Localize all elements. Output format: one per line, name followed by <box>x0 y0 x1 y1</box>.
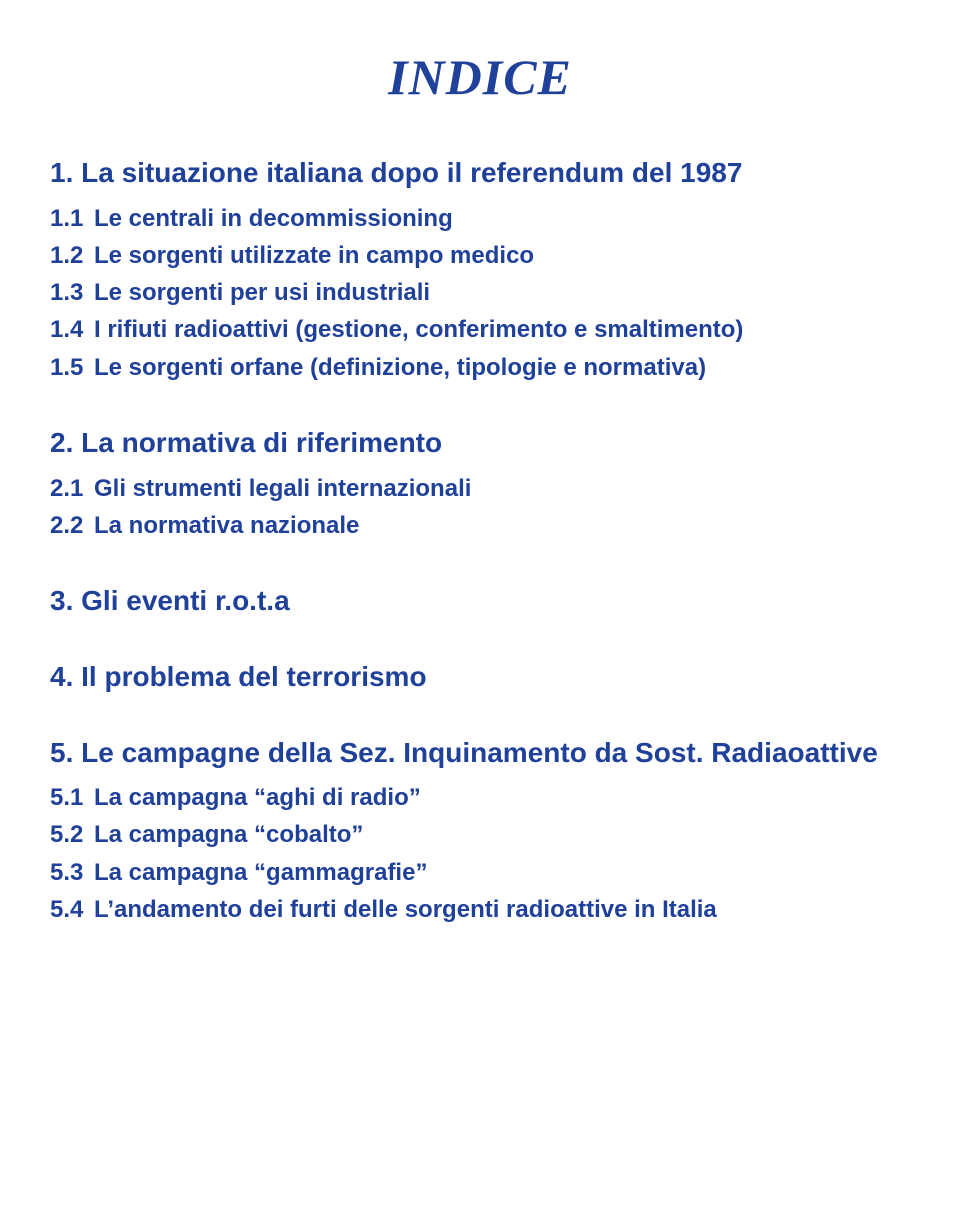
section-1-heading: 1. La situazione italiana dopo il refere… <box>50 154 910 192</box>
toc-num: 1.2 <box>50 237 94 274</box>
toc-num: 5.2 <box>50 816 94 853</box>
toc-num: 5.1 <box>50 779 94 816</box>
section-5-heading: 5. Le campagne della Sez. Inquinamento d… <box>50 734 910 772</box>
toc-label: La campagna “cobalto” <box>94 821 363 848</box>
page-title: INDICE <box>50 48 910 106</box>
toc-item-5-3: 5.3La campagna “gammagrafie” <box>50 854 910 891</box>
toc-num: 5.4 <box>50 891 94 928</box>
toc-item-1-4: 1.4I rifiuti radioattivi (gestione, conf… <box>50 311 910 348</box>
toc-item-2-1: 2.1Gli strumenti legali internazionali <box>50 470 910 507</box>
toc-label: I rifiuti radioattivi (gestione, conferi… <box>94 316 743 343</box>
toc-num: 2.2 <box>50 507 94 544</box>
toc-item-5-1: 5.1La campagna “aghi di radio” <box>50 779 910 816</box>
toc-item-1-5: 1.5Le sorgenti orfane (definizione, tipo… <box>50 349 910 386</box>
toc-item-5-2: 5.2La campagna “cobalto” <box>50 816 910 853</box>
toc-item-2-2: 2.2La normativa nazionale <box>50 507 910 544</box>
toc-num: 1.5 <box>50 349 94 386</box>
toc-label: Le sorgenti orfane (definizione, tipolog… <box>94 354 706 381</box>
toc-num: 1.3 <box>50 274 94 311</box>
toc-item-1-1: 1.1Le centrali in decommissioning <box>50 200 910 237</box>
section-2-heading: 2. La normativa di riferimento <box>50 424 910 462</box>
toc-num: 2.1 <box>50 470 94 507</box>
toc-item-1-3: 1.3Le sorgenti per usi industriali <box>50 274 910 311</box>
toc-label: Le sorgenti utilizzate in campo medico <box>94 242 534 269</box>
toc-label: Le centrali in decommissioning <box>94 205 453 232</box>
toc-item-5-4: 5.4L’andamento dei furti delle sorgenti … <box>50 891 910 928</box>
section-3-heading: 3. Gli eventi r.o.t.a <box>50 582 910 620</box>
toc-num: 5.3 <box>50 854 94 891</box>
toc-label: La normativa nazionale <box>94 512 359 539</box>
toc-label: La campagna “gammagrafie” <box>94 859 427 886</box>
section-4-heading: 4. Il problema del terrorismo <box>50 658 910 696</box>
toc-label: La campagna “aghi di radio” <box>94 784 421 811</box>
toc-label: Le sorgenti per usi industriali <box>94 279 430 306</box>
toc-num: 1.1 <box>50 200 94 237</box>
toc-item-1-2: 1.2Le sorgenti utilizzate in campo medic… <box>50 237 910 274</box>
toc-label: L’andamento dei furti delle sorgenti rad… <box>94 896 717 923</box>
toc-label: Gli strumenti legali internazionali <box>94 475 471 502</box>
toc-num: 1.4 <box>50 311 94 348</box>
